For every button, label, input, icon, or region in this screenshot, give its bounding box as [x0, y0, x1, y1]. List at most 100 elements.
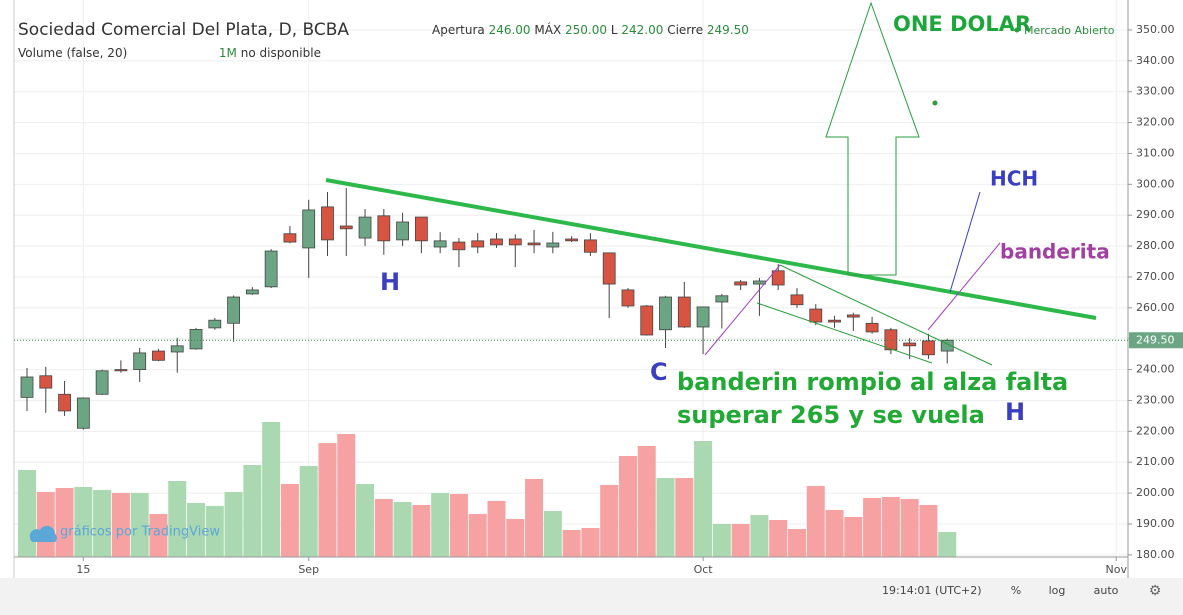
- legend-label: L: [610, 23, 618, 37]
- volume-bar: [900, 499, 919, 557]
- log-button[interactable]: log: [1049, 584, 1066, 597]
- candle-body: [640, 305, 654, 336]
- candle-body: [358, 216, 372, 239]
- annotation: banderin rompio al alza falta: [677, 368, 1068, 396]
- volume-bar: [487, 501, 506, 557]
- volume-bar: [863, 498, 882, 557]
- legend-label: MÁX: [534, 23, 562, 37]
- candles: [20, 188, 954, 430]
- volume-bar: [618, 456, 637, 557]
- candle-body: [527, 242, 541, 246]
- auto-button[interactable]: auto: [1094, 584, 1119, 597]
- volume-bar: [93, 490, 112, 557]
- last-price-tag: [1129, 332, 1183, 349]
- x-tick-label: Nov: [1106, 563, 1128, 576]
- purple-line: [704, 264, 781, 356]
- candle-body: [621, 289, 635, 307]
- volume-bar: [656, 478, 675, 557]
- y-tick-label: 220.00: [1136, 424, 1175, 437]
- volume-bar: [74, 487, 93, 557]
- volume-bar: [844, 517, 863, 557]
- candle-body: [170, 345, 184, 353]
- annotation: C: [650, 358, 668, 386]
- legend-label: Cierre: [667, 23, 704, 37]
- volume-bar: [393, 502, 412, 557]
- candle-body: [39, 375, 53, 389]
- volume-bar: [280, 484, 299, 557]
- purple-line: [927, 242, 1001, 331]
- y-tick-label: 260.00: [1136, 301, 1175, 314]
- volume-bar: [449, 494, 468, 557]
- legend-value: 250.00: [565, 23, 608, 37]
- volume-bar: [750, 515, 769, 557]
- candle-body: [152, 350, 165, 361]
- annotation: banderita: [1000, 240, 1110, 264]
- volume-bar: [712, 524, 731, 557]
- candle-body: [133, 352, 147, 370]
- candle-body: [20, 376, 34, 398]
- y-tick-label: 270.00: [1136, 270, 1175, 283]
- volume-bar: [337, 434, 356, 557]
- candle-body: [584, 239, 597, 253]
- annotation: superar 265 y se vuela: [677, 401, 985, 429]
- candle-body: [753, 280, 766, 285]
- y-tick-label: 200.00: [1136, 486, 1175, 499]
- candle-body: [771, 270, 785, 286]
- symbol-title: Sociedad Comercial Del Plata, D, BCBA: [18, 20, 350, 40]
- tradingview-logo: [29, 525, 57, 542]
- volume-status: no disponible: [240, 46, 321, 60]
- volume-title: Volume (false, 20): [18, 46, 128, 60]
- candle-body: [245, 289, 259, 295]
- flag-lower: [756, 302, 933, 364]
- volume-bar: [919, 505, 938, 557]
- candle-body: [58, 393, 71, 412]
- candle-body: [922, 340, 935, 356]
- candle-body: [396, 221, 410, 241]
- legend-value: 246.00: [488, 23, 531, 37]
- status-bar: [0, 578, 1183, 615]
- candle-body: [208, 319, 222, 329]
- candle-body: [339, 225, 353, 230]
- x-tick-label: 15: [76, 563, 90, 576]
- annotation: H: [380, 268, 400, 296]
- candle-body: [490, 238, 503, 246]
- volume-bar: [374, 499, 393, 557]
- y-tick-label: 230.00: [1136, 393, 1175, 406]
- y-tick-label: 290.00: [1136, 208, 1175, 221]
- annotation: HCH: [990, 167, 1038, 191]
- y-tick-label: 190.00: [1136, 517, 1175, 530]
- volume-bar: [224, 492, 243, 557]
- candle-body: [114, 369, 128, 372]
- y-tick-label: 210.00: [1136, 455, 1175, 468]
- volume-bar: [769, 520, 788, 557]
- volume-bar: [243, 465, 262, 557]
- status-dot: [1014, 27, 1020, 33]
- annotation: ONE DOLAR: [893, 12, 1031, 36]
- candle-body: [565, 238, 579, 242]
- volume-pane: [18, 422, 957, 557]
- annotation: H: [1005, 398, 1025, 426]
- settings-icon[interactable]: ⚙: [1149, 583, 1162, 599]
- candle-body: [283, 233, 297, 243]
- candle-body: [433, 240, 447, 248]
- candle-body: [414, 216, 428, 242]
- trend-line: [325, 178, 1097, 320]
- volume-bar: [318, 443, 337, 557]
- volume-bar: [111, 493, 130, 557]
- y-tick-label: 180.00: [1136, 548, 1175, 561]
- volume-bar: [205, 506, 224, 557]
- volume-bar: [787, 529, 806, 557]
- candle-body: [471, 240, 485, 248]
- percent-button[interactable]: %: [1011, 584, 1021, 597]
- volume-bar: [187, 503, 206, 557]
- y-tick-label: 240.00: [1136, 363, 1175, 376]
- candle-body: [302, 209, 316, 249]
- candle-body: [546, 242, 560, 248]
- y-tick-label: 340.00: [1136, 54, 1175, 67]
- volume-bar: [149, 514, 168, 557]
- volume-bar: [412, 505, 431, 557]
- ohlc-legend: Apertura 246.00 MÁX 250.00 L 242.00 Cier…: [432, 23, 749, 37]
- volume-bar: [938, 532, 957, 557]
